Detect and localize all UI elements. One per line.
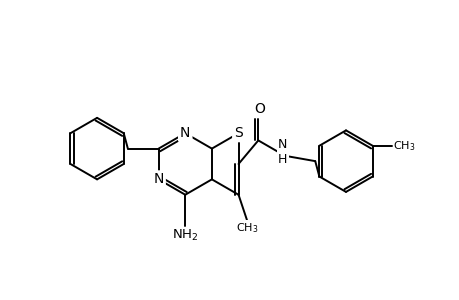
Text: CH$_3$: CH$_3$ (235, 222, 257, 236)
Text: CH$_3$: CH$_3$ (392, 139, 415, 153)
Text: N: N (179, 126, 190, 140)
Text: N: N (153, 172, 163, 186)
Text: NH$_2$: NH$_2$ (172, 228, 198, 243)
Text: N
H: N H (277, 138, 287, 167)
Text: O: O (254, 102, 265, 116)
Text: S: S (234, 126, 242, 140)
